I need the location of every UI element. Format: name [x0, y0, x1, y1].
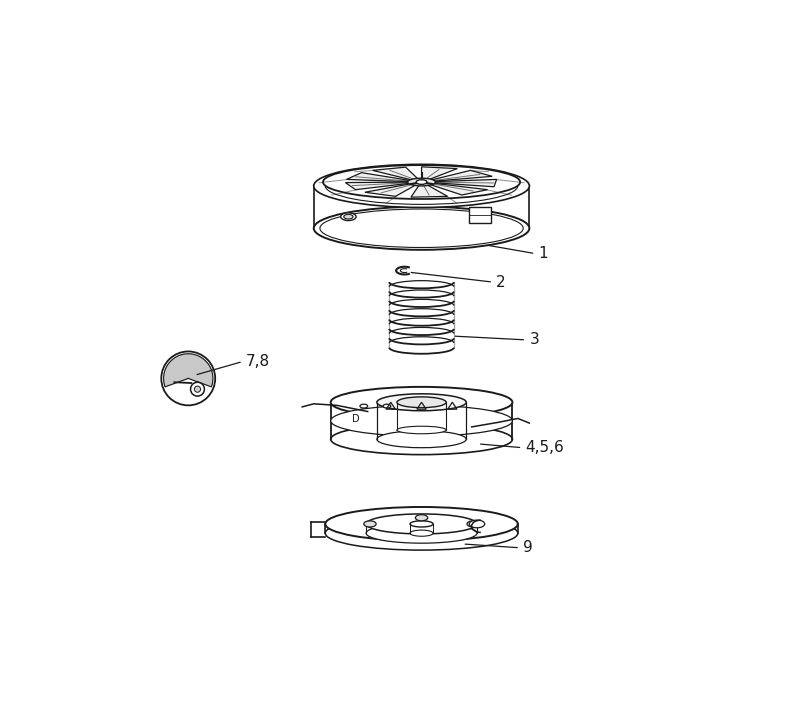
Ellipse shape — [326, 507, 518, 541]
Ellipse shape — [341, 213, 356, 220]
Text: 4,5,6: 4,5,6 — [526, 440, 564, 455]
Polygon shape — [422, 167, 458, 179]
Ellipse shape — [377, 394, 466, 410]
Ellipse shape — [467, 521, 479, 527]
Ellipse shape — [360, 404, 368, 408]
Ellipse shape — [330, 387, 513, 418]
Ellipse shape — [194, 386, 201, 393]
Ellipse shape — [344, 214, 353, 219]
Ellipse shape — [410, 530, 433, 536]
Ellipse shape — [397, 426, 446, 434]
Polygon shape — [164, 354, 213, 387]
Polygon shape — [346, 172, 410, 182]
Ellipse shape — [377, 430, 466, 448]
Text: 9: 9 — [523, 541, 533, 556]
Ellipse shape — [416, 179, 427, 184]
Ellipse shape — [326, 516, 518, 550]
Ellipse shape — [415, 515, 428, 521]
Ellipse shape — [190, 383, 205, 396]
Ellipse shape — [314, 207, 530, 250]
Ellipse shape — [323, 165, 520, 199]
Ellipse shape — [330, 405, 513, 436]
Text: 3: 3 — [530, 332, 539, 347]
Text: D: D — [352, 414, 360, 424]
Text: 7,8: 7,8 — [246, 354, 270, 369]
Polygon shape — [365, 184, 416, 197]
Polygon shape — [346, 182, 408, 189]
Ellipse shape — [330, 424, 513, 455]
Ellipse shape — [410, 521, 433, 527]
Ellipse shape — [326, 167, 518, 204]
Ellipse shape — [366, 514, 477, 534]
Ellipse shape — [397, 397, 446, 408]
Polygon shape — [436, 179, 497, 187]
Text: 1: 1 — [538, 246, 548, 261]
Text: 2: 2 — [496, 275, 506, 290]
Ellipse shape — [320, 209, 523, 247]
Ellipse shape — [470, 520, 485, 528]
Polygon shape — [470, 207, 491, 223]
Polygon shape — [430, 184, 487, 195]
Ellipse shape — [366, 523, 477, 543]
Polygon shape — [411, 184, 448, 197]
Ellipse shape — [408, 178, 435, 186]
Polygon shape — [373, 167, 418, 180]
Ellipse shape — [364, 521, 376, 527]
Polygon shape — [431, 170, 492, 181]
Ellipse shape — [383, 404, 390, 408]
Ellipse shape — [162, 352, 215, 405]
Ellipse shape — [314, 164, 530, 207]
